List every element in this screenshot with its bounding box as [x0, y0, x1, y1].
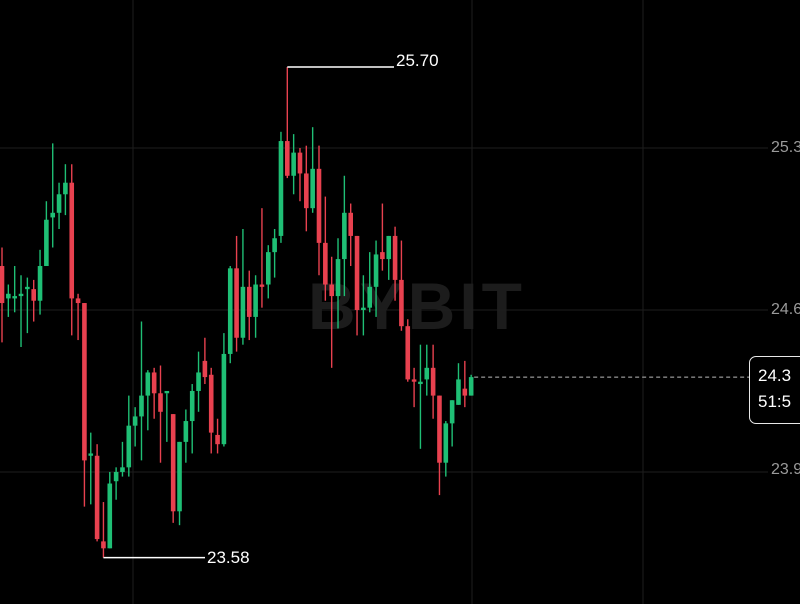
candle-body	[253, 284, 258, 317]
candle-body	[113, 471, 119, 482]
y-tick-label: 25.3	[771, 139, 800, 156]
candle-body	[31, 289, 36, 301]
candle-body	[6, 293, 11, 299]
candle-body	[285, 141, 290, 176]
candle-body	[380, 252, 385, 260]
candle-body	[227, 268, 233, 354]
candle-body	[272, 238, 277, 253]
candle-body	[392, 235, 398, 280]
candle-body	[158, 393, 163, 412]
candle-body	[132, 416, 138, 426]
candle-body	[399, 279, 404, 327]
candle-body	[107, 483, 113, 549]
candle-body	[12, 296, 17, 299]
low-price-label: 23.58	[207, 548, 250, 567]
candle-body	[265, 252, 271, 285]
candle-body	[63, 182, 68, 195]
candle-body	[297, 152, 303, 174]
candle-body	[88, 453, 94, 456]
candle-body	[151, 372, 157, 394]
candle-body	[208, 374, 214, 433]
y-tick-label: 23.9	[771, 461, 800, 478]
candle-body	[335, 259, 341, 297]
candle-body	[44, 219, 49, 267]
candle-body	[468, 377, 474, 396]
candle-body	[373, 254, 379, 287]
candle-body	[367, 286, 373, 308]
candle-body	[0, 266, 5, 304]
candle-body	[170, 414, 176, 512]
candle-body	[316, 168, 322, 243]
candle-body	[37, 266, 43, 301]
y-tick-label: 24.6	[771, 301, 800, 318]
candle-body	[411, 379, 417, 382]
candle-body	[215, 434, 220, 445]
candle-body	[418, 381, 423, 385]
candle-body	[82, 303, 87, 461]
candle-body	[101, 541, 106, 549]
candle-body	[50, 212, 56, 218]
candle-body	[310, 168, 315, 209]
candle-body	[221, 353, 227, 445]
candle-body	[323, 242, 328, 285]
candle-body	[94, 455, 100, 540]
candle-body	[189, 390, 195, 422]
candle-body	[196, 372, 201, 391]
candle-body	[139, 395, 144, 417]
candle-body	[354, 235, 360, 310]
candle-body	[259, 284, 265, 287]
candle-body	[462, 388, 468, 396]
high-price-label: 25.70	[396, 51, 439, 70]
candle-body	[443, 423, 449, 463]
candle-body	[405, 326, 411, 380]
candle-body	[361, 307, 366, 310]
candle-body	[246, 286, 252, 317]
candle-body	[449, 400, 455, 424]
candle-body	[240, 286, 246, 338]
candle-body	[75, 298, 81, 304]
candle-countdown: 51:5	[758, 392, 792, 411]
candle-body	[278, 141, 284, 236]
candle-body	[56, 194, 62, 213]
candle-body	[304, 173, 309, 209]
candle-body	[437, 395, 442, 463]
candle-body	[202, 360, 208, 378]
candle-body	[145, 372, 151, 396]
candle-body	[386, 235, 392, 260]
candle-body	[430, 367, 436, 396]
candle-body	[424, 367, 430, 380]
candle-body	[69, 182, 75, 299]
candle-body	[177, 441, 182, 512]
candle-body	[456, 379, 461, 405]
candle-body	[183, 421, 189, 442]
candle-body	[342, 212, 347, 260]
current-price-label: 24.3	[758, 366, 792, 385]
candle-body	[126, 425, 132, 468]
current-price-box: 24.3 51:5	[749, 356, 800, 424]
candle-body	[18, 293, 24, 297]
candle-body	[164, 390, 170, 394]
candle-body	[234, 268, 239, 338]
candle-body	[348, 212, 353, 236]
candle-body	[120, 467, 125, 472]
candle-body	[291, 152, 296, 176]
candle-body	[25, 286, 30, 290]
candle-body	[329, 284, 334, 297]
